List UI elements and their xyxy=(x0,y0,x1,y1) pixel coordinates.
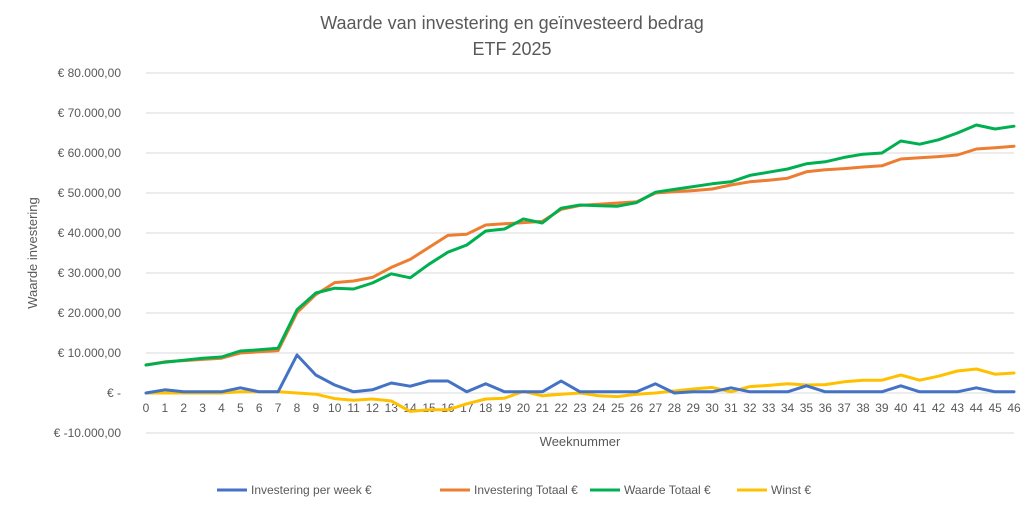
x-tick-label: 44 xyxy=(970,401,984,415)
chart-title: Waarde van investering en geïnvesteerd b… xyxy=(320,13,704,33)
series-line-investering-per-week xyxy=(144,353,1016,395)
x-tick-label: 36 xyxy=(819,401,833,415)
x-axis-title: Weeknummer xyxy=(540,434,621,449)
x-tick-label: 12 xyxy=(366,401,380,415)
x-tick-label: 30 xyxy=(705,401,719,415)
y-tick-label: € 40.000,00 xyxy=(58,226,122,240)
series-line-waarde-totaal xyxy=(144,123,1016,367)
x-tick-label: 22 xyxy=(554,401,568,415)
y-tick-label: € 70.000,00 xyxy=(58,106,122,120)
x-tick-label: 38 xyxy=(856,401,870,415)
x-tick-label: 15 xyxy=(422,401,436,415)
x-tick-label: 16 xyxy=(441,401,455,415)
x-tick-label: 10 xyxy=(328,401,342,415)
x-tick-label: 8 xyxy=(294,401,301,415)
x-tick-label: 7 xyxy=(275,401,282,415)
x-tick-label: 24 xyxy=(592,401,606,415)
x-tick-label: 37 xyxy=(837,401,851,415)
y-tick-label: € 60.000,00 xyxy=(58,146,122,160)
x-tick-label: 26 xyxy=(630,401,644,415)
x-tick-label: 39 xyxy=(875,401,889,415)
x-tick-label: 1 xyxy=(162,401,169,415)
legend-label-investering-per-week: Investering per week € xyxy=(251,483,372,497)
x-tick-label: 20 xyxy=(517,401,531,415)
legend-label-waarde-totaal: Waarde Totaal € xyxy=(624,483,711,497)
x-tick-label: 45 xyxy=(988,401,1002,415)
x-tick-label: 23 xyxy=(573,401,587,415)
legend: Investering per week € Investering Totaal… xyxy=(217,483,811,497)
series-line-investering-totaal xyxy=(144,144,1016,367)
y-tick-label: € 10.000,00 xyxy=(58,346,122,360)
y-axis-title: Waarde investering xyxy=(25,197,40,309)
y-tick-label: € 30.000,00 xyxy=(58,266,122,280)
x-tick-label: 4 xyxy=(218,401,225,415)
x-tick-label: 46 xyxy=(1007,401,1021,415)
y-tick-label: € 80.000,00 xyxy=(58,66,122,80)
x-tick-label: 29 xyxy=(687,401,701,415)
y-axis-tick-labels: € 80.000,00 € 70.000,00 € 60.000,00 € 50.00… xyxy=(54,66,122,440)
x-tick-label: 21 xyxy=(536,401,550,415)
x-tick-label: 33 xyxy=(762,401,776,415)
y-tick-label: € -10.000,00 xyxy=(54,426,122,440)
x-tick-label: 34 xyxy=(781,401,795,415)
x-tick-label: 43 xyxy=(951,401,965,415)
x-tick-label: 25 xyxy=(611,401,625,415)
x-tick-label: 18 xyxy=(479,401,493,415)
x-tick-label: 19 xyxy=(498,401,512,415)
y-tick-label: € 50.000,00 xyxy=(58,186,122,200)
x-tick-label: 5 xyxy=(237,401,244,415)
x-tick-label: 35 xyxy=(800,401,814,415)
legend-label-winst: Winst € xyxy=(771,483,811,497)
chart-subtitle: ETF 2025 xyxy=(472,39,551,59)
x-tick-label: 32 xyxy=(743,401,757,415)
x-tick-label: 42 xyxy=(932,401,946,415)
x-tick-label: 40 xyxy=(894,401,908,415)
series-lines xyxy=(144,123,1016,413)
x-tick-label: 6 xyxy=(256,401,263,415)
x-axis-tick-labels: 0 1 2 3 4 5 6 7 8 9 10 11 12 13 14 15 16 17 18 19 20 21 22 23 24… xyxy=(143,401,1021,415)
x-tick-label: 3 xyxy=(199,401,206,415)
x-tick-label: 28 xyxy=(668,401,682,415)
x-tick-label: 11 xyxy=(347,401,360,415)
legend-label-investering-totaal: Investering Totaal € xyxy=(474,483,578,497)
x-tick-label: 2 xyxy=(180,401,187,415)
x-tick-label: 31 xyxy=(724,401,738,415)
y-tick-label: € - xyxy=(107,386,121,400)
x-tick-label: 0 xyxy=(143,401,150,415)
x-tick-label: 9 xyxy=(312,401,319,415)
x-tick-label: 27 xyxy=(649,401,663,415)
x-tick-label: 41 xyxy=(913,401,927,415)
y-tick-label: € 20.000,00 xyxy=(58,306,122,320)
